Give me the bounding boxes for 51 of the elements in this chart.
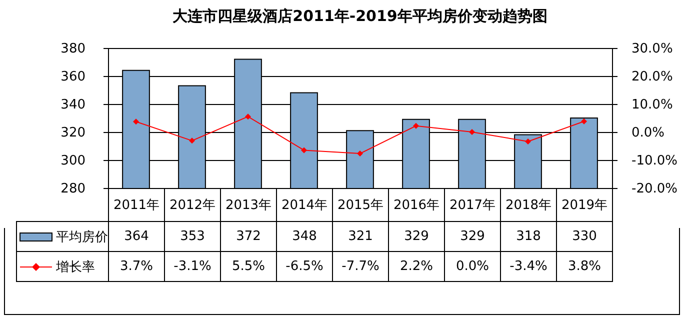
data-label: 353 [164, 222, 220, 252]
y-tick-label: 380 [60, 42, 86, 56]
data-label: 364 [108, 222, 164, 252]
data-label: -7.7% [332, 252, 388, 282]
point [133, 118, 139, 125]
point [413, 122, 419, 129]
y2-tick-label: 20.0% [632, 70, 673, 84]
y2-tick-label: -20.0% [632, 182, 678, 196]
y-tick-label: 300 [60, 154, 86, 168]
x-tick-label: 2018年 [500, 188, 556, 222]
data-label: 3.7% [108, 252, 164, 282]
y2-tick-label: 10.0% [632, 98, 673, 112]
point [525, 138, 531, 145]
point [245, 114, 251, 120]
data-label: 2.2% [388, 252, 444, 282]
data-label: -3.4% [500, 252, 556, 282]
y-tick-label: 280 [60, 182, 86, 196]
y2-tick-label: 30.0% [632, 42, 673, 56]
y2-tick-label: -10.0% [632, 154, 678, 168]
x-tick-label: 2016年 [388, 188, 444, 222]
data-label: -3.1% [164, 252, 220, 282]
x-tick-label: 2015年 [332, 188, 388, 222]
data-label: 5.5% [220, 252, 276, 282]
data-label: 3.8% [556, 252, 612, 282]
y-tick-label: 340 [60, 98, 86, 112]
data-label: 329 [444, 222, 500, 252]
data-label: -6.5% [276, 252, 332, 282]
x-tick-label: 2014年 [276, 188, 332, 222]
point [189, 138, 195, 144]
data-label: 348 [276, 222, 332, 252]
y2-tick-label: 0.0% [632, 126, 665, 140]
legend-label: 平均房价 [56, 230, 108, 244]
point [301, 147, 307, 154]
data-label: 372 [220, 222, 276, 252]
data-label: 321 [332, 222, 388, 252]
data-label: 329 [388, 222, 444, 252]
x-tick-label: 2012年 [164, 188, 220, 222]
y-tick-label: 320 [60, 126, 86, 140]
x-tick-label: 2017年 [444, 188, 500, 222]
chart-title: 大连市四星级酒店2011年-2019年平均房价变动趋势图 [172, 7, 548, 25]
data-label: 330 [556, 222, 612, 252]
y-tick-label: 360 [60, 70, 86, 84]
point [581, 118, 587, 124]
legend-label: 增长率 [56, 260, 95, 274]
x-tick-label: 2011年 [108, 188, 164, 222]
data-label: 318 [500, 222, 556, 252]
x-tick-label: 2013年 [220, 188, 276, 222]
point [469, 129, 475, 135]
data-label: 0.0% [444, 252, 500, 282]
x-tick-label: 2019年 [556, 188, 612, 222]
point [357, 150, 363, 157]
